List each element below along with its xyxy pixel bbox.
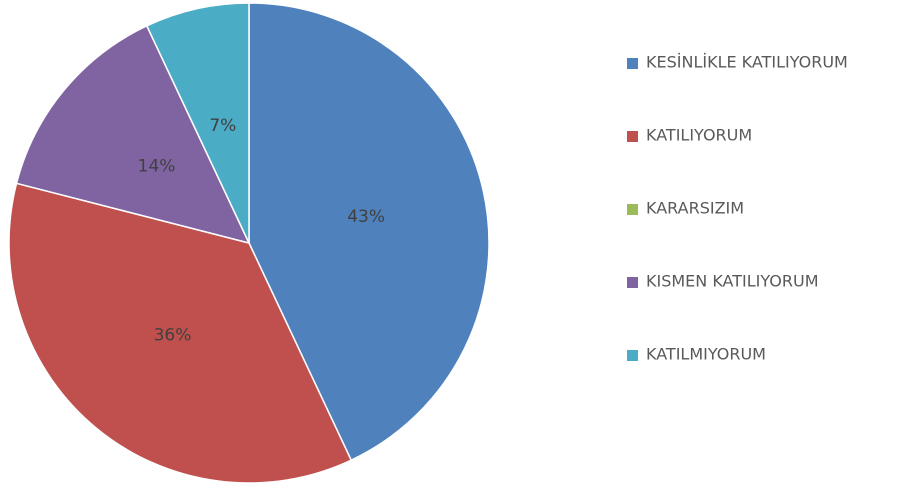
legend-label: KESİNLİKLE KATILIYORUM xyxy=(646,53,848,72)
legend-label: KARARSIZIM xyxy=(646,199,744,218)
pie-slice xyxy=(8,182,353,484)
data-label: 43% xyxy=(347,207,385,227)
pie-slice xyxy=(248,2,490,462)
legend-swatch xyxy=(627,131,638,142)
data-label: 14% xyxy=(138,157,176,177)
legend-swatch xyxy=(627,350,638,361)
legend-label: KATILMIYORUM xyxy=(646,345,766,364)
legend-swatch xyxy=(627,277,638,288)
legend-swatch xyxy=(627,58,638,69)
data-label: 7% xyxy=(209,116,236,136)
data-label: 36% xyxy=(154,325,192,345)
legend-swatch xyxy=(627,204,638,215)
pie-slice xyxy=(15,24,251,245)
legend-label: KISMEN KATILIYORUM xyxy=(646,272,819,291)
pie-slice xyxy=(145,2,250,244)
legend-label: KATILIYORUM xyxy=(646,126,752,145)
